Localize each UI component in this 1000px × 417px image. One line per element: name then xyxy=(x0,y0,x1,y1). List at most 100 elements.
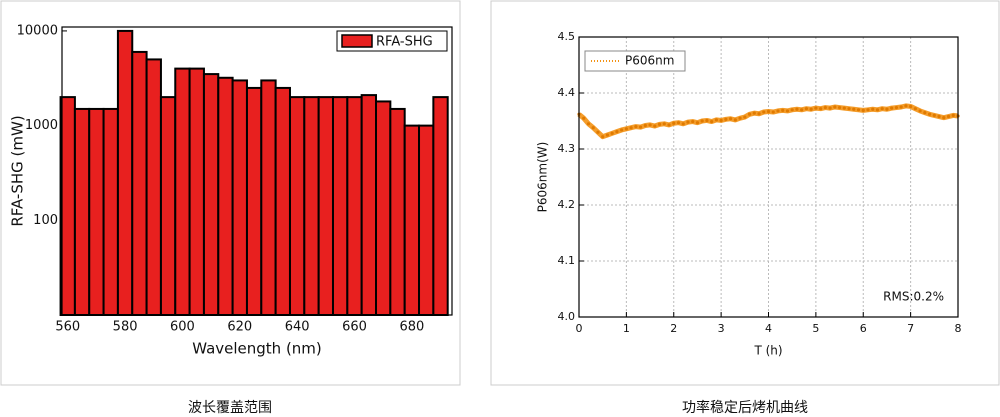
point xyxy=(776,109,780,113)
bar xyxy=(73,107,91,316)
point xyxy=(880,107,884,111)
point xyxy=(700,119,704,123)
bar xyxy=(375,100,392,316)
point xyxy=(743,115,747,119)
x-tick-label: 640 xyxy=(285,320,310,335)
x-tick-label: 680 xyxy=(399,320,424,335)
point xyxy=(814,106,818,110)
bar xyxy=(303,96,320,317)
point xyxy=(672,121,676,125)
x-tick-label: 1 xyxy=(623,322,630,335)
y-tick-label: 1000 xyxy=(25,118,58,133)
point xyxy=(662,122,666,126)
point xyxy=(828,106,832,110)
bar xyxy=(346,96,363,317)
bar xyxy=(403,124,421,316)
bar xyxy=(288,96,306,317)
point xyxy=(710,119,714,124)
x-axis-label: T (h) xyxy=(753,344,782,358)
x-tick-label: 0 xyxy=(576,322,583,335)
point xyxy=(610,131,614,135)
bar xyxy=(102,107,119,316)
point xyxy=(819,107,823,111)
point xyxy=(766,109,771,114)
y-tick-label: 10000 xyxy=(17,23,58,38)
bar xyxy=(174,67,191,317)
point xyxy=(842,106,846,110)
y-tick-label: 4.1 xyxy=(558,254,576,267)
bar xyxy=(231,79,248,316)
point xyxy=(596,130,600,134)
point xyxy=(823,105,827,110)
point xyxy=(615,130,619,134)
point xyxy=(601,135,605,139)
point xyxy=(795,107,799,111)
y-tick-label: 4.3 xyxy=(558,142,576,155)
point xyxy=(927,112,932,116)
point xyxy=(918,109,922,113)
plot-frame xyxy=(61,26,453,316)
point xyxy=(894,105,899,110)
bar xyxy=(145,58,162,317)
bar xyxy=(131,50,148,316)
point xyxy=(705,118,709,123)
point xyxy=(624,127,628,131)
y-tick-label: 100 xyxy=(33,213,58,228)
bar xyxy=(116,29,134,316)
bar xyxy=(274,86,291,317)
bar xyxy=(217,76,234,317)
point xyxy=(691,119,695,124)
point xyxy=(856,108,861,112)
point xyxy=(804,107,809,111)
point xyxy=(946,114,951,119)
bar xyxy=(88,107,105,316)
point xyxy=(747,112,752,116)
caption: 波长覆盖范围 xyxy=(188,399,272,416)
y-axis-label: RFA-SHG (mW) xyxy=(9,115,27,226)
point xyxy=(695,121,700,125)
point xyxy=(757,112,761,116)
x-tick-label: 6 xyxy=(860,322,867,335)
point xyxy=(620,128,624,132)
point xyxy=(719,118,723,123)
legend-box xyxy=(584,50,686,72)
x-tick-label: 5 xyxy=(812,322,819,335)
y-tick-label: 4.5 xyxy=(558,30,576,43)
point xyxy=(937,114,941,119)
point xyxy=(643,123,647,128)
point xyxy=(800,108,804,112)
point xyxy=(871,107,875,111)
point xyxy=(738,116,742,120)
point xyxy=(847,107,851,111)
bar xyxy=(202,73,220,316)
x-tick-label: 3 xyxy=(718,322,725,335)
legend-label: RFA-SHG xyxy=(376,35,433,50)
x-tick-label: 560 xyxy=(55,320,80,335)
point xyxy=(762,110,766,114)
bar xyxy=(418,124,435,316)
plot-frame xyxy=(578,36,959,318)
point xyxy=(629,126,633,130)
point xyxy=(676,121,681,125)
y-axis-label: P606nm(W) xyxy=(536,142,550,213)
point xyxy=(833,105,837,109)
point xyxy=(885,107,889,111)
point xyxy=(861,108,865,112)
caption: 功率稳定后烤机曲线 xyxy=(682,399,808,416)
y-tick-label: 4.4 xyxy=(558,86,576,99)
point xyxy=(729,117,733,121)
x-tick-label: 8 xyxy=(955,322,962,335)
point xyxy=(790,108,794,112)
point xyxy=(771,110,775,114)
x-tick-label: 600 xyxy=(170,320,195,335)
point xyxy=(875,108,880,112)
y-tick-label: 4.2 xyxy=(558,198,576,211)
y-tick-label: 4.0 xyxy=(558,310,576,323)
bar xyxy=(389,107,406,316)
point xyxy=(648,123,652,127)
point xyxy=(657,122,662,126)
point xyxy=(591,126,595,130)
x-tick-label: 580 xyxy=(113,320,138,335)
point xyxy=(605,133,610,137)
